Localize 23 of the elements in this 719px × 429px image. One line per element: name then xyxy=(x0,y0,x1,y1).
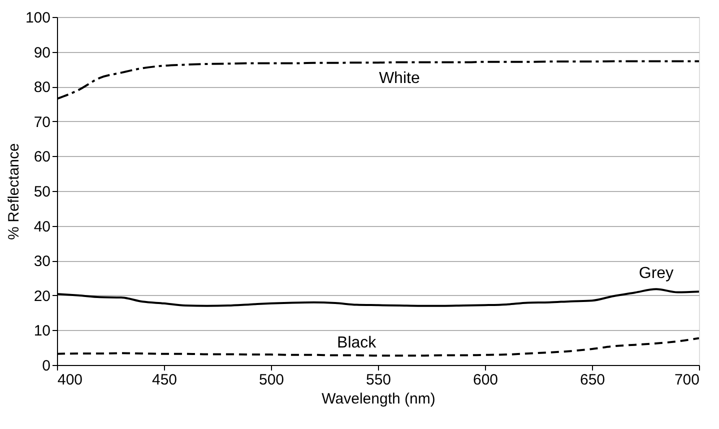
y-tick-label: 30 xyxy=(34,253,50,270)
series-label: Grey xyxy=(638,265,674,282)
y-tick-label: 0 xyxy=(42,358,50,374)
x-tick-label: 550 xyxy=(366,372,392,388)
y-tick-label: 70 xyxy=(34,114,50,131)
x-tick-label: 600 xyxy=(472,372,498,388)
y-tick-label: 60 xyxy=(34,148,50,166)
x-tick-label: 400 xyxy=(58,372,83,388)
x-tick-label: 500 xyxy=(258,372,284,388)
series-label: White xyxy=(378,70,420,88)
y-tick-label: 40 xyxy=(34,218,50,236)
y-tick-label: 10 xyxy=(34,322,50,340)
y-axis-title: % Reflectance xyxy=(5,143,22,240)
x-tick-label: 700 xyxy=(674,372,700,388)
x-tick-label: 450 xyxy=(152,372,178,388)
y-tick-label: 80 xyxy=(34,79,50,96)
y-tick-label: 100 xyxy=(25,10,50,26)
x-tick-label: 650 xyxy=(580,372,606,388)
series-label: Black xyxy=(337,334,378,352)
y-tick-label: 20 xyxy=(34,288,50,305)
y-tick-label: 90 xyxy=(34,44,50,62)
x-axis-title: Wavelength (nm) xyxy=(322,390,436,408)
y-tick-label: 50 xyxy=(34,184,50,200)
